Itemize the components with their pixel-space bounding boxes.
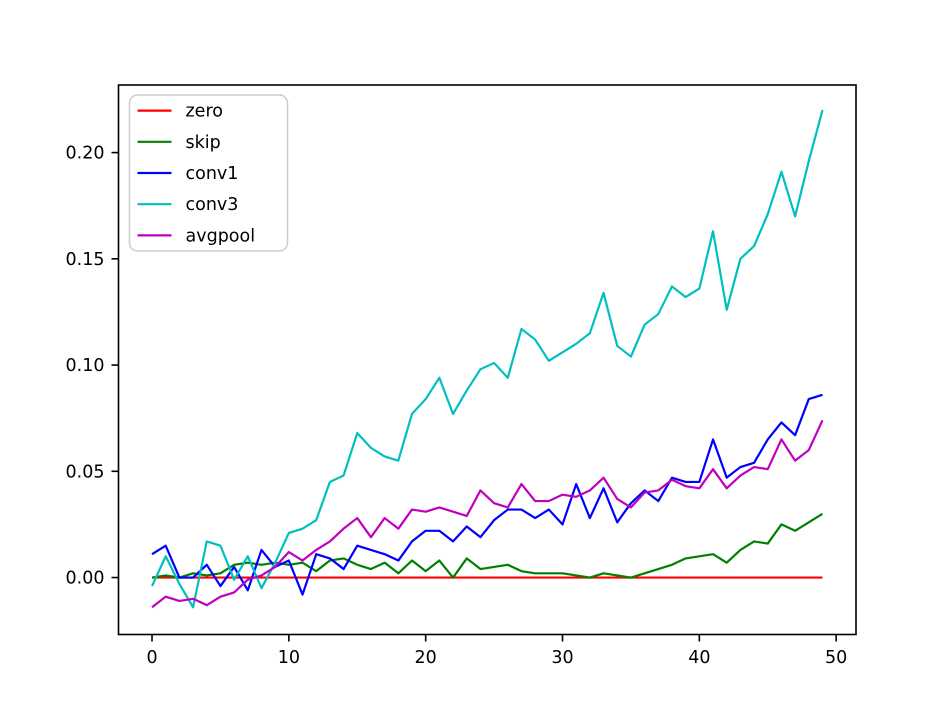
y-tick-label: 0.20 [66,144,105,164]
x-tick-label: 50 [825,648,847,668]
series-line-conv3 [151,109,824,609]
series-line-avgpool [151,419,824,609]
legend-box [128,94,289,252]
legend-label-avgpool: avgpool [186,226,256,246]
legend-label-conv3: conv3 [186,195,239,215]
plot-frame [117,84,857,636]
x-tick-label: 10 [278,648,300,668]
y-tick-label: 0.00 [66,569,105,589]
x-tick-label: 0 [146,648,157,668]
y-tick-label: 0.10 [66,356,105,376]
series-line-skip [151,512,824,579]
legend-label-conv1: conv1 [186,164,239,184]
y-tick-label: 0.15 [66,250,105,270]
y-tick-label: 0.05 [66,462,105,482]
legend-label-skip: skip [186,133,221,153]
legend: zero skip conv1 conv3 avgpool [128,94,289,252]
series-line-conv1 [151,393,823,596]
legend-label-zero: zero [186,102,223,122]
x-tick-label: 40 [688,648,710,668]
x-tick-label: 30 [551,648,573,668]
x-tick-label: 20 [415,648,437,668]
